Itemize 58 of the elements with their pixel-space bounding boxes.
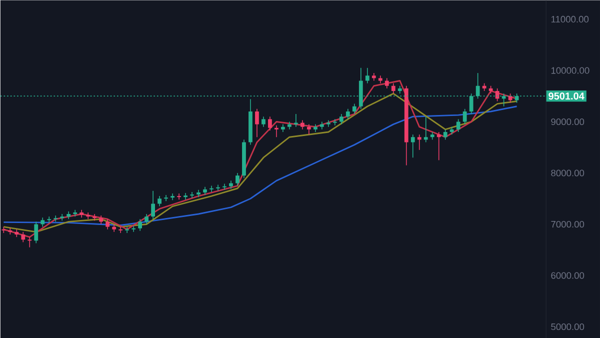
candlestick xyxy=(54,214,58,222)
candlestick xyxy=(294,114,298,128)
candlestick xyxy=(184,192,188,200)
candlestick xyxy=(346,108,350,120)
candlestick xyxy=(60,213,64,221)
candlestick xyxy=(384,78,389,89)
candlestick xyxy=(410,134,415,158)
candlestick xyxy=(86,212,90,220)
y-tick-label: 6000.00 xyxy=(551,272,584,279)
candlestick xyxy=(21,231,26,242)
candlestick xyxy=(443,128,448,140)
candlestick xyxy=(138,218,142,232)
candlestick xyxy=(151,190,155,220)
candlestick xyxy=(352,103,356,114)
candlestick xyxy=(210,185,214,192)
ref-line-label: 9501.04 xyxy=(548,92,584,100)
candlestick xyxy=(326,120,330,128)
candlestick xyxy=(170,192,174,200)
candlestick xyxy=(495,88,500,102)
candlestick xyxy=(177,192,181,200)
candlestick xyxy=(47,216,52,223)
candlestick xyxy=(216,184,220,192)
candlestick xyxy=(262,116,266,128)
candlestick xyxy=(144,213,148,225)
candlestick xyxy=(92,213,97,221)
candlestick xyxy=(236,172,240,186)
candlestick xyxy=(106,218,110,230)
candlestick xyxy=(365,67,370,84)
candlestick xyxy=(332,118,337,126)
y-tick-label: 5000.00 xyxy=(551,323,584,330)
y-tick-label: 10000.00 xyxy=(551,67,590,74)
candlestick xyxy=(456,118,460,132)
y-tick-label: 9000.00 xyxy=(551,118,584,125)
candlestick xyxy=(34,221,38,244)
candlestick xyxy=(28,236,32,248)
candlestick xyxy=(164,194,168,202)
candlestick xyxy=(391,82,396,94)
candlestick xyxy=(417,134,422,150)
candlestick xyxy=(132,225,136,232)
candlestick xyxy=(118,226,123,234)
y-tick-label: 7000.00 xyxy=(551,220,584,228)
candlestick xyxy=(306,124,311,135)
candlestick xyxy=(40,217,45,228)
candlestick xyxy=(436,131,441,160)
candlestick xyxy=(300,120,304,130)
candlestick xyxy=(222,183,226,190)
candlestick xyxy=(274,124,278,138)
candlestick xyxy=(268,116,272,131)
y-tick-label: 8000.00 xyxy=(551,170,584,176)
y-tick-label: 11000.00 xyxy=(551,16,589,22)
candlestick xyxy=(190,191,194,198)
candlestick xyxy=(339,114,344,125)
candlestick xyxy=(158,196,162,207)
candlestick xyxy=(73,209,78,217)
candlestick xyxy=(255,108,259,138)
candlestick xyxy=(462,108,467,125)
candlestick xyxy=(125,226,130,234)
candlestick xyxy=(424,116,428,142)
